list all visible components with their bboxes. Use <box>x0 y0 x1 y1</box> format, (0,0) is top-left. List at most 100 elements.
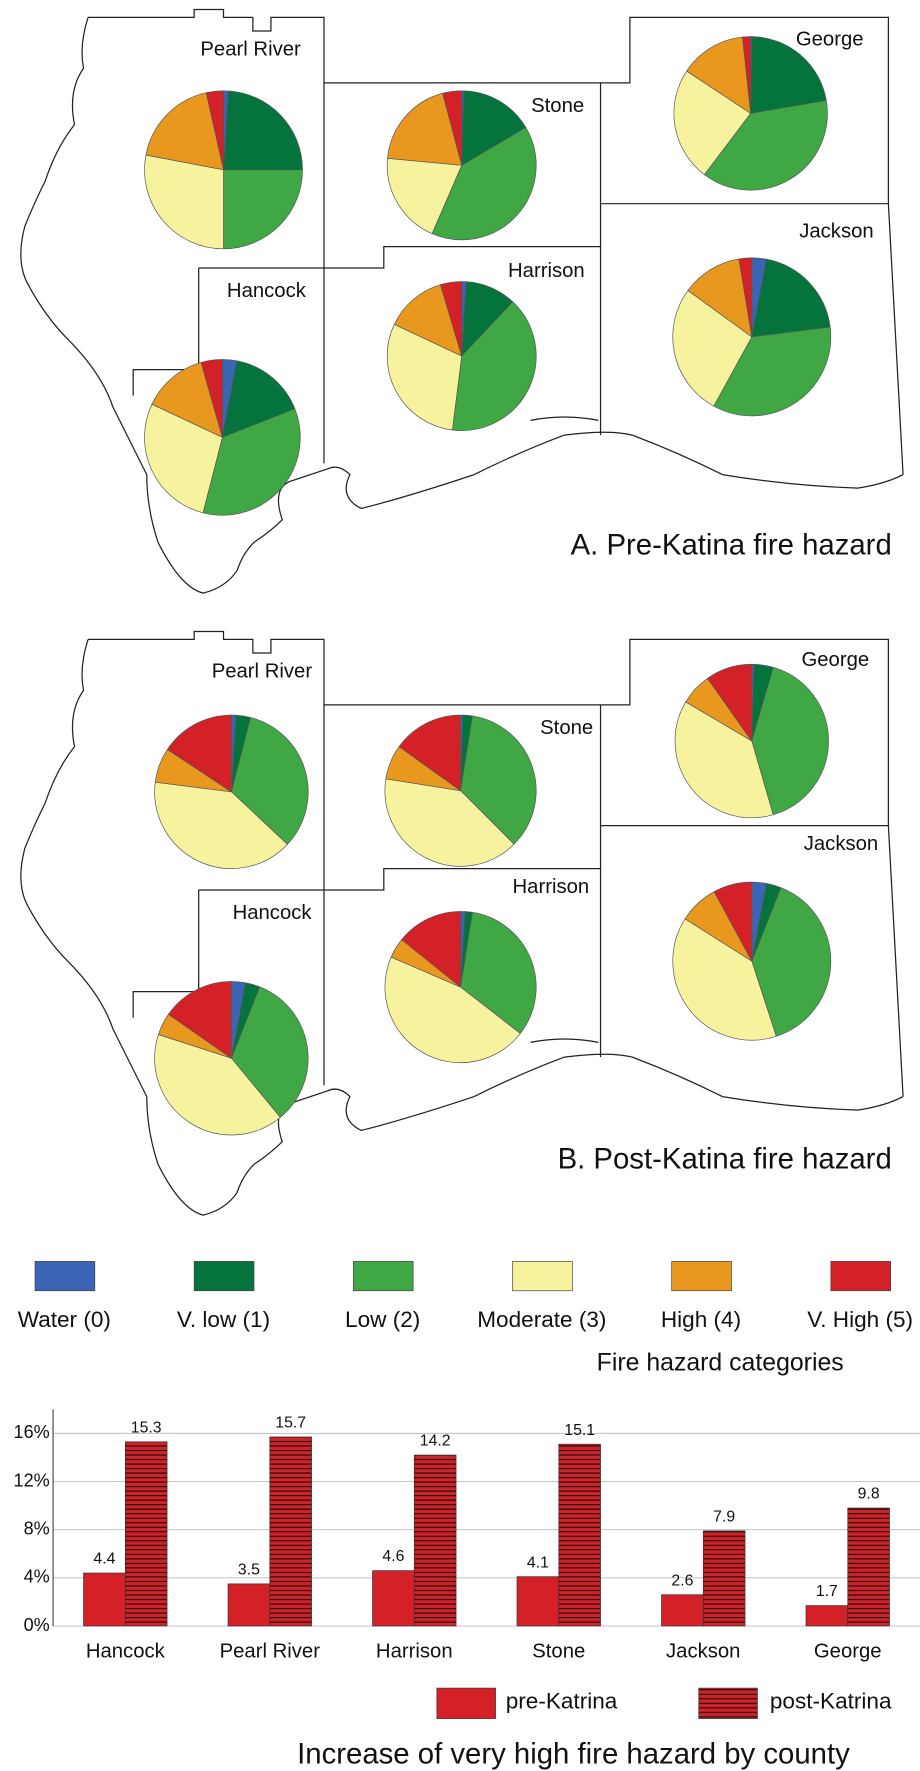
legend-swatch <box>436 1687 496 1719</box>
pie-slice <box>154 781 288 869</box>
bar <box>516 1576 560 1627</box>
pie-slice <box>223 90 303 171</box>
pie-slice <box>751 666 829 816</box>
bar <box>83 1572 126 1627</box>
y-tick-label: 12% <box>14 1470 50 1490</box>
pie-slice <box>386 323 463 431</box>
pie-slice <box>442 90 463 166</box>
y-tick-label: 16% <box>14 1422 50 1442</box>
pie-slice <box>460 912 537 1034</box>
legend-label: V. low (1) <box>177 1307 270 1332</box>
pie-slice <box>145 92 224 171</box>
bar <box>227 1583 271 1627</box>
county-label: Jackson <box>804 833 878 855</box>
legend-label: Water (0) <box>18 1307 111 1332</box>
pie-slice <box>387 92 463 166</box>
chart-title: Increase of very high fire hazard by cou… <box>297 1738 850 1771</box>
pie-slice <box>703 100 828 191</box>
county-label: Harrison <box>508 260 585 282</box>
x-tick-label: George <box>814 1640 882 1662</box>
pie-slice <box>751 258 831 338</box>
legend-swatch <box>34 1261 96 1292</box>
pie-slice <box>144 154 224 250</box>
legend-swatch <box>698 1687 758 1719</box>
legend-title: Fire hazard categories <box>597 1350 844 1377</box>
pie-slice <box>151 362 223 438</box>
pie-slice <box>738 257 753 337</box>
value-label: 15.1 <box>564 1422 595 1439</box>
map-title: A. Pre-Katina fire hazard <box>571 529 892 562</box>
y-tick-label: 8% <box>24 1518 50 1538</box>
legend-label: post-Katrina <box>770 1689 892 1714</box>
pie-slice <box>706 663 753 743</box>
county-label: Pearl River <box>212 661 313 683</box>
pie-slice <box>205 90 224 170</box>
legend-swatch <box>352 1261 414 1292</box>
pie-slice <box>231 986 309 1118</box>
pie-slice <box>393 284 463 357</box>
pie-slice <box>451 301 537 431</box>
pie-slice <box>713 326 832 417</box>
value-label: 7.9 <box>713 1509 735 1526</box>
pie-slice <box>154 1034 281 1136</box>
x-tick-label: Harrison <box>376 1640 453 1662</box>
county-label: Harrison <box>513 876 590 898</box>
y-tick-label: 0% <box>24 1615 50 1635</box>
county-label: Pearl River <box>200 39 301 61</box>
x-tick-label: Stone <box>532 1640 585 1662</box>
legend-swatch <box>193 1261 255 1292</box>
pie-slice <box>202 408 301 516</box>
legend-label: pre-Katrina <box>506 1689 618 1714</box>
bar <box>805 1605 849 1627</box>
value-label: 14.2 <box>420 1433 451 1450</box>
x-tick-label: Hancock <box>86 1640 166 1662</box>
bar <box>269 1436 312 1627</box>
pie-slice <box>401 911 461 988</box>
value-label: 4.4 <box>93 1551 115 1568</box>
pie-slice <box>167 981 232 1059</box>
pie-slice <box>384 956 521 1064</box>
bar <box>372 1570 415 1627</box>
value-label: 9.8 <box>858 1486 880 1503</box>
bar <box>661 1594 704 1627</box>
legend-label: High (4) <box>661 1307 741 1332</box>
pie-slice <box>674 701 774 819</box>
value-label: 3.5 <box>238 1561 260 1578</box>
pie-slice <box>231 717 309 845</box>
legend-label: Moderate (3) <box>477 1307 606 1332</box>
bar <box>558 1443 601 1627</box>
legend-swatch <box>830 1261 891 1292</box>
legend-swatch <box>671 1261 732 1292</box>
county-label: Hancock <box>233 902 313 924</box>
pie-slice <box>386 157 463 235</box>
value-label: 2.6 <box>671 1572 693 1589</box>
pie-slice <box>223 169 303 250</box>
pie-slice <box>460 715 537 845</box>
pie-slice <box>751 887 832 1037</box>
value-label: 4.1 <box>527 1554 549 1571</box>
county-label: Hancock <box>227 280 307 302</box>
pie-slice <box>750 36 827 114</box>
y-tick-label: 4% <box>24 1567 50 1587</box>
pie-slice <box>686 36 752 115</box>
pie-slice <box>398 714 461 792</box>
pie-slice <box>431 126 537 241</box>
value-label: 15.3 <box>131 1419 162 1436</box>
county-label: George <box>796 28 864 50</box>
bar <box>413 1454 457 1627</box>
county-label: George <box>801 649 869 671</box>
pie-slice <box>742 36 752 114</box>
pie-slice <box>687 258 753 338</box>
value-label: 15.7 <box>275 1415 306 1432</box>
pie-slice <box>673 70 752 176</box>
pie-slice <box>672 918 777 1041</box>
pie-slice <box>200 359 223 438</box>
county-label: Stone <box>540 717 593 739</box>
county-label: Stone <box>531 95 584 117</box>
legend-label: V. High (5) <box>807 1307 913 1332</box>
pie-slice <box>384 778 515 867</box>
pie-slice <box>461 90 527 166</box>
legend-label: Low (2) <box>345 1307 420 1332</box>
